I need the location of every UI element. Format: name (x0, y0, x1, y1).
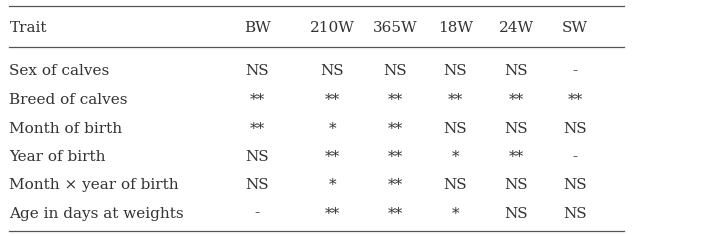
Text: NS: NS (246, 150, 269, 164)
Text: **: ** (387, 93, 403, 107)
Text: NS: NS (246, 64, 269, 78)
Text: NS: NS (444, 178, 467, 192)
Text: NS: NS (563, 206, 587, 221)
Text: **: ** (324, 206, 340, 221)
Text: **: ** (567, 93, 583, 107)
Text: NS: NS (563, 178, 587, 192)
Text: 365W: 365W (373, 21, 418, 35)
Text: SW: SW (562, 21, 588, 35)
Text: **: ** (387, 150, 403, 164)
Text: **: ** (387, 178, 403, 192)
Text: **: ** (447, 93, 463, 107)
Text: -: - (572, 150, 578, 164)
Text: Age in days at weights: Age in days at weights (9, 206, 184, 221)
Text: *: * (328, 178, 336, 192)
Text: *: * (328, 122, 336, 136)
Text: BW: BW (244, 21, 270, 35)
Text: NS: NS (505, 206, 528, 221)
Text: 18W: 18W (438, 21, 473, 35)
Text: NS: NS (505, 64, 528, 78)
Text: 210W: 210W (310, 21, 355, 35)
Text: NS: NS (320, 64, 344, 78)
Text: *: * (452, 150, 459, 164)
Text: Month × year of birth: Month × year of birth (9, 178, 179, 192)
Text: NS: NS (444, 64, 467, 78)
Text: **: ** (387, 206, 403, 221)
Text: **: ** (324, 93, 340, 107)
Text: **: ** (387, 122, 403, 136)
Text: Sex of calves: Sex of calves (9, 64, 109, 78)
Text: -: - (572, 64, 578, 78)
Text: NS: NS (444, 122, 467, 136)
Text: Year of birth: Year of birth (9, 150, 106, 164)
Text: Month of birth: Month of birth (9, 122, 123, 136)
Text: **: ** (324, 150, 340, 164)
Text: Breed of calves: Breed of calves (9, 93, 128, 107)
Text: -: - (254, 206, 260, 221)
Text: 24W: 24W (499, 21, 534, 35)
Text: **: ** (508, 150, 524, 164)
Text: *: * (452, 206, 459, 221)
Text: NS: NS (384, 64, 407, 78)
Text: NS: NS (246, 178, 269, 192)
Text: NS: NS (563, 122, 587, 136)
Text: **: ** (508, 93, 524, 107)
Text: Trait: Trait (9, 21, 47, 35)
Text: **: ** (249, 93, 265, 107)
Text: NS: NS (505, 122, 528, 136)
Text: NS: NS (505, 178, 528, 192)
Text: **: ** (249, 122, 265, 136)
